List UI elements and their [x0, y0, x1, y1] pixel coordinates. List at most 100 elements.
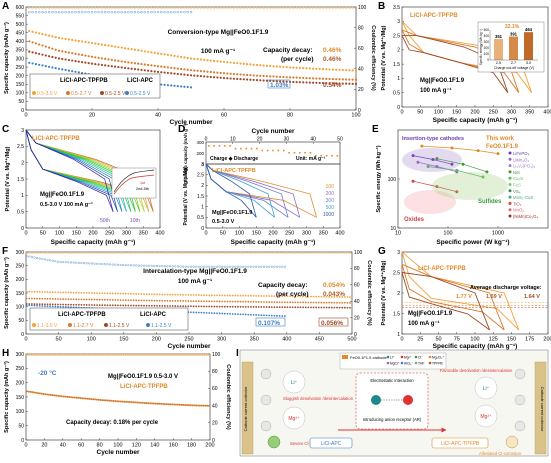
capacity-point — [148, 293, 151, 296]
species-label: Mg²⁺ — [404, 356, 412, 360]
species-label: TPFPB — [432, 362, 443, 366]
capacity-point — [336, 301, 338, 304]
ce-point — [113, 6, 117, 10]
capacity-point — [260, 295, 263, 297]
capacity-point — [38, 392, 41, 395]
ce-point — [111, 251, 114, 254]
capacity-point — [250, 294, 252, 297]
ce-point — [74, 10, 77, 14]
inset-x-tick-label: 2.7 — [511, 61, 516, 65]
ce-point — [206, 6, 209, 10]
ce-point — [140, 10, 143, 14]
capacity-point — [221, 305, 224, 308]
capacity-point — [247, 294, 250, 297]
series-line — [421, 145, 499, 154]
panel-c-inset-2nd-curve — [113, 169, 155, 193]
y-tick-label: 3 — [21, 128, 24, 134]
ce-point — [119, 263, 122, 266]
capacity-point — [33, 290, 36, 293]
capacity-point — [268, 295, 271, 297]
x-tick-label: 200 — [543, 337, 551, 343]
ce-point — [236, 6, 239, 10]
capacity-point — [75, 396, 78, 399]
capacity-point — [278, 306, 281, 309]
capacity-point — [93, 304, 96, 306]
ce-point — [296, 251, 299, 254]
capacity-point — [51, 305, 54, 308]
capacity-point — [84, 54, 87, 57]
capacity-point — [163, 53, 166, 56]
capacity-point — [198, 404, 201, 407]
capacity-point — [41, 303, 44, 306]
capacity-point — [208, 305, 211, 308]
capacity-point — [48, 34, 51, 37]
panel-d-legend: Charge ◆ Discharge — [210, 156, 258, 162]
capacity-point — [117, 59, 120, 63]
y-tick-label: 1.5 — [393, 311, 400, 317]
capacity-point — [77, 396, 80, 399]
panel-e-sulfides: Sulfides — [478, 199, 502, 205]
charge-curve — [25, 129, 123, 212]
capacity-point — [270, 314, 273, 317]
y-tick-label: 500 — [16, 22, 25, 28]
capacity-point — [263, 301, 265, 303]
ce-point — [64, 251, 67, 254]
ce-point — [160, 10, 163, 14]
capacity-point — [321, 68, 325, 71]
ce-point — [148, 264, 151, 267]
ce-point — [75, 261, 78, 264]
ce-point — [205, 265, 208, 268]
ce-point — [244, 265, 247, 268]
panel-f-ylabel: Specific capacity (mAh g⁻¹) — [3, 257, 10, 329]
ce-point — [94, 6, 97, 10]
capacity-point — [104, 64, 107, 67]
panel-i-right-collector — [534, 361, 547, 455]
x-tick-label: 40 — [60, 443, 66, 449]
capacity-point — [273, 301, 276, 304]
capacity-point — [208, 404, 211, 407]
y-tick-label: 50 — [18, 99, 24, 105]
capacity-point — [57, 49, 61, 52]
capacity-point — [317, 306, 320, 309]
capacity-point — [234, 305, 237, 308]
y2-tick-label: 40 — [358, 67, 364, 73]
capacity-point — [244, 305, 247, 308]
capacity-point — [250, 300, 252, 303]
rate-point — [299, 151, 301, 154]
capacity-point — [81, 61, 84, 64]
ce-point — [278, 251, 281, 254]
ce-point — [80, 261, 83, 264]
capacity-point — [216, 60, 219, 63]
rate-label: 500 — [326, 205, 335, 211]
capacity-point — [41, 44, 44, 47]
capacity-point — [85, 298, 88, 301]
ce-point — [276, 265, 279, 268]
ce-point — [289, 251, 292, 254]
ce-point — [44, 10, 47, 14]
capacity-point — [54, 48, 57, 51]
capacity-point — [231, 313, 234, 315]
ce-point — [192, 251, 195, 254]
capacity-point — [229, 312, 231, 315]
panel-f-title: Intercalation-type Mg||FeO0.1F1.9 — [143, 268, 247, 275]
capacity-point — [244, 313, 247, 316]
capacity-point — [123, 60, 127, 64]
ce-point — [170, 6, 173, 10]
capacity-point — [208, 312, 211, 314]
capacity-point — [255, 301, 258, 303]
capacity-point — [197, 404, 200, 407]
capacity-point — [338, 301, 341, 304]
ce-point — [328, 251, 331, 254]
species-marker — [400, 355, 404, 359]
capacity-point — [312, 295, 315, 298]
ce-point — [72, 261, 75, 264]
ce-point — [54, 6, 57, 10]
ce-point — [338, 6, 341, 10]
capacity-point — [70, 303, 72, 306]
capacity-point — [48, 393, 50, 396]
capacity-point — [171, 299, 174, 302]
capacity-point — [182, 293, 185, 296]
capacity-point — [87, 55, 90, 58]
capacity-point — [226, 300, 229, 303]
